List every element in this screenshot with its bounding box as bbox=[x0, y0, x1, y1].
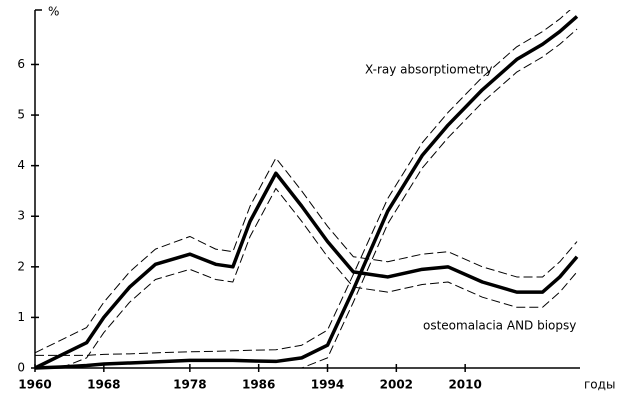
y-label: % bbox=[48, 5, 59, 19]
x-tick-label: 2002 bbox=[380, 378, 413, 392]
y-tick-label: 3 bbox=[17, 209, 25, 223]
y-tick-label: 6 bbox=[17, 57, 25, 71]
y-tick-label: 4 bbox=[17, 158, 25, 172]
lower-band bbox=[35, 187, 578, 369]
upper-band bbox=[35, 157, 578, 354]
y-tick-label: 2 bbox=[17, 259, 25, 273]
x-tick-label: 1994 bbox=[311, 378, 344, 392]
y-tick-label: 1 bbox=[17, 310, 25, 324]
plot-area bbox=[35, 10, 579, 370]
y-tick-label: 0 bbox=[17, 361, 25, 375]
series-line bbox=[35, 15, 579, 370]
upper-band bbox=[35, 10, 571, 356]
series-label: osteomalacia AND biopsy bbox=[423, 319, 576, 333]
x-tick-label: 1968 bbox=[87, 378, 120, 392]
x-tick-label: 1978 bbox=[173, 378, 206, 392]
x-tick-label: 1986 bbox=[242, 378, 275, 392]
lower-band bbox=[35, 28, 578, 369]
series-label: X-ray absorptiometry bbox=[365, 63, 492, 77]
y-tick-label: 5 bbox=[17, 108, 25, 122]
series-line bbox=[35, 171, 579, 370]
x-tick-label: 1960 bbox=[18, 378, 51, 392]
x-tick-label: 2010 bbox=[448, 378, 481, 392]
x-label: годы bbox=[584, 378, 615, 392]
